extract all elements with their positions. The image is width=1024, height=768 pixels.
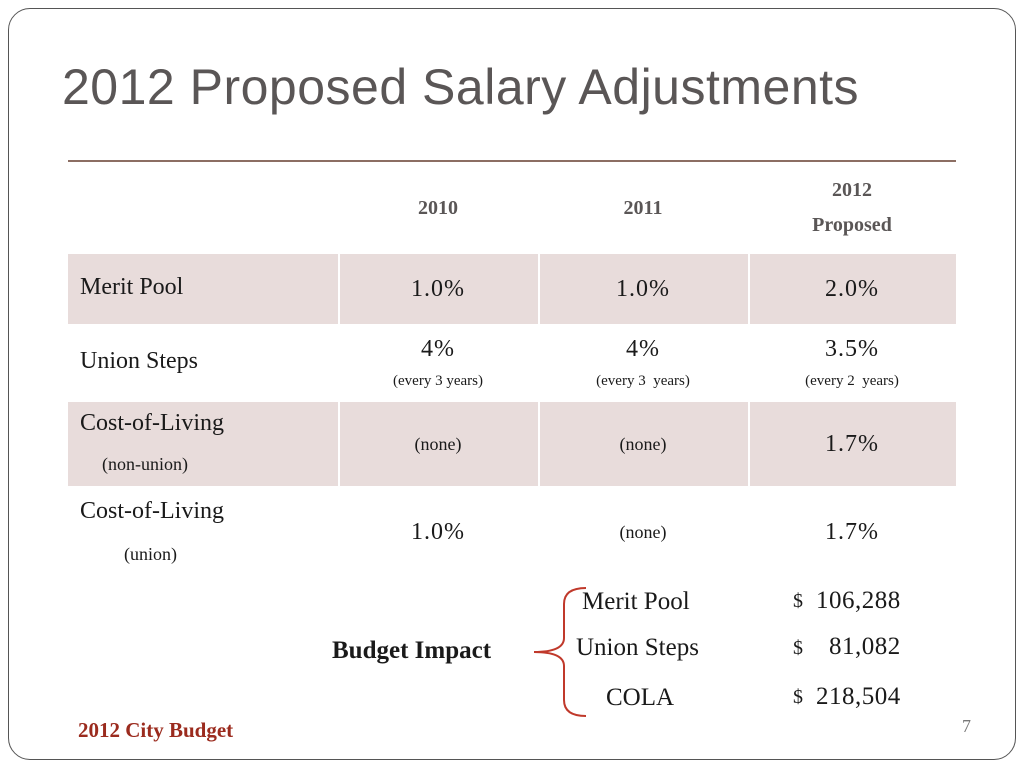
slide-frame	[8, 8, 1016, 760]
column-divider	[748, 402, 750, 486]
value-2012: 1.7%	[825, 518, 879, 545]
table-row: Union Steps 4% (every 3 years) 4% (every…	[68, 324, 956, 402]
header-2011: 2011	[623, 196, 663, 219]
value-2010-main: 4%	[421, 336, 455, 362]
row-label: Cost-of-Living	[80, 410, 224, 436]
budget-item-union-steps: Union Steps	[576, 634, 699, 661]
row-label: Merit Pool	[80, 274, 184, 300]
table-row: Cost-of-Living (non-union) (none) (none)…	[68, 402, 956, 486]
value-2012-main: 3.5%	[825, 336, 879, 362]
currency-symbol: $	[793, 686, 804, 708]
table-row: Cost-of-Living (union) 1.0% (none) 1.7%	[68, 486, 956, 578]
value-2012: 3.5% (every 2 years)	[748, 324, 956, 402]
header-proposed: Proposed	[812, 214, 892, 236]
value-2012: 2.0%	[825, 275, 879, 302]
budget-item-cola: COLA	[606, 684, 675, 711]
table-top-rule	[68, 160, 956, 162]
budget-amount-union-steps: 81,082	[829, 633, 901, 660]
value-2010: 4% (every 3 years)	[338, 324, 538, 402]
value-2011: 4% (every 3 years)	[538, 324, 748, 402]
value-2011: (none)	[619, 521, 667, 542]
row-sub-label: (non-union)	[102, 454, 188, 474]
row-label: Union Steps	[80, 348, 199, 374]
column-divider	[538, 402, 540, 486]
header-2012: 2012	[832, 179, 872, 201]
table-row: Merit Pool 1.0% 1.0% 2.0%	[68, 254, 956, 324]
table-header-row: 2010 2011 2012 Proposed	[68, 162, 956, 254]
value-2011: (none)	[619, 433, 667, 454]
value-2011: 1.0%	[616, 275, 670, 302]
budget-amount-cola: 218,504	[816, 683, 901, 710]
column-divider	[538, 254, 540, 324]
budget-amount-merit-pool: 106,288	[816, 587, 901, 614]
currency-symbol: $	[793, 637, 804, 659]
value-2010: 1.0%	[411, 518, 465, 545]
row-sub-label: (union)	[124, 544, 177, 564]
header-2012-proposed: 2012 Proposed	[748, 162, 956, 254]
column-divider	[338, 402, 340, 486]
value-2010: 1.0%	[411, 275, 465, 302]
column-divider	[748, 254, 750, 324]
footer-text: 2012 City Budget	[78, 718, 234, 742]
page-number: 7	[962, 716, 971, 736]
budget-item-merit-pool: Merit Pool	[582, 588, 690, 615]
column-divider	[338, 254, 340, 324]
value-2010-note: (every 3 years)	[393, 373, 483, 389]
value-2011-main: 4%	[626, 336, 660, 362]
row-label: Cost-of-Living	[80, 498, 224, 524]
brace-icon	[533, 587, 587, 717]
currency-symbol: $	[793, 590, 804, 612]
page-title: 2012 Proposed Salary Adjustments	[62, 59, 860, 115]
value-2012: 1.7%	[825, 430, 879, 457]
value-2012-note: (every 2 years)	[805, 373, 899, 389]
header-2010: 2010	[418, 196, 458, 219]
value-2011-note: (every 3 years)	[596, 373, 690, 389]
value-2010: (none)	[414, 433, 462, 454]
budget-impact-label: Budget Impact	[332, 637, 492, 664]
